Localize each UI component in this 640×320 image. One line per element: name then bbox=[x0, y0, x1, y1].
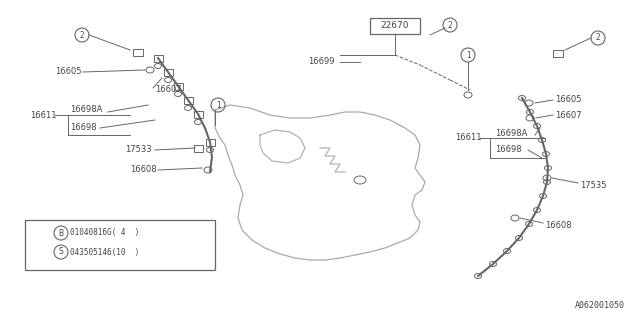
Text: 16611: 16611 bbox=[455, 133, 481, 142]
Text: 1: 1 bbox=[466, 51, 470, 60]
Bar bbox=[370, 18, 420, 34]
Text: S: S bbox=[59, 247, 63, 257]
Text: 01040816G( 4  ): 01040816G( 4 ) bbox=[70, 228, 140, 237]
Bar bbox=[193, 145, 202, 151]
Text: 16698A: 16698A bbox=[70, 106, 102, 115]
Text: 1: 1 bbox=[216, 100, 220, 109]
Bar bbox=[154, 54, 163, 61]
Bar bbox=[25, 220, 215, 270]
Text: 16698A: 16698A bbox=[495, 129, 527, 138]
Text: 16611: 16611 bbox=[30, 110, 56, 119]
Bar bbox=[173, 83, 182, 90]
Bar bbox=[163, 68, 173, 76]
Text: 17533: 17533 bbox=[125, 146, 152, 155]
Bar bbox=[184, 97, 193, 103]
Text: 16605: 16605 bbox=[55, 68, 81, 76]
Bar bbox=[553, 50, 563, 57]
Text: A062001050: A062001050 bbox=[575, 301, 625, 310]
Text: 16607: 16607 bbox=[155, 85, 182, 94]
Text: 2: 2 bbox=[80, 30, 84, 39]
Text: 16699: 16699 bbox=[308, 58, 335, 67]
Bar bbox=[205, 139, 214, 146]
Text: B: B bbox=[58, 228, 63, 237]
Text: 2: 2 bbox=[35, 247, 39, 257]
Text: 16698: 16698 bbox=[70, 124, 97, 132]
Text: 17535: 17535 bbox=[580, 180, 607, 189]
Text: 16608: 16608 bbox=[130, 165, 157, 174]
Text: 2: 2 bbox=[448, 20, 452, 29]
Text: 16607: 16607 bbox=[555, 110, 582, 119]
Text: 043505146(10  ): 043505146(10 ) bbox=[70, 247, 140, 257]
Bar bbox=[133, 49, 143, 55]
Text: 2: 2 bbox=[596, 34, 600, 43]
Text: 22670: 22670 bbox=[381, 21, 409, 30]
Text: 16605: 16605 bbox=[555, 95, 582, 105]
Text: 1: 1 bbox=[35, 228, 39, 237]
Bar bbox=[193, 110, 202, 117]
Text: 16608: 16608 bbox=[545, 220, 572, 229]
Text: 16698: 16698 bbox=[495, 146, 522, 155]
